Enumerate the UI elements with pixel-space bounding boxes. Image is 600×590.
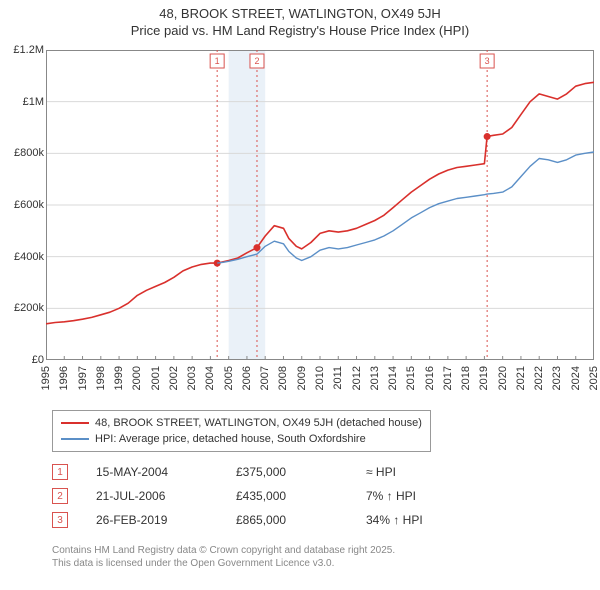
x-axis-tick-label: 2019 [478,366,490,390]
x-axis-tick-label: 2025 [588,366,600,390]
x-axis-tick-label: 2009 [296,366,308,390]
legend-label-price-paid: 48, BROOK STREET, WATLINGTON, OX49 5JH (… [95,417,422,429]
x-axis-tick-label: 2004 [204,366,216,390]
x-axis-tick-label: 2003 [186,366,198,390]
sale-vs-hpi-1: ≈ HPI [366,465,466,479]
x-axis-tick-label: 1997 [77,366,89,390]
x-axis-tick-label: 2008 [277,366,289,390]
legend: 48, BROOK STREET, WATLINGTON, OX49 5JH (… [52,410,431,452]
x-axis-tick-label: 2007 [259,366,271,390]
y-axis-tick-label: £800k [4,147,44,159]
sale-date-3: 26-FEB-2019 [96,513,236,527]
sale-date-1: 15-MAY-2004 [96,465,236,479]
title-line-2: Price paid vs. HM Land Registry's House … [0,23,600,38]
legend-row-price-paid: 48, BROOK STREET, WATLINGTON, OX49 5JH (… [61,415,422,431]
footnote-line-1: Contains HM Land Registry data © Crown c… [52,544,395,557]
y-axis-tick-label: £400k [4,251,44,263]
plot-svg: 1 2 3 [46,50,594,360]
x-axis-tick-label: 2002 [168,366,180,390]
y-axis-tick-label: £0 [4,354,44,366]
sales-table: 1 15-MAY-2004 £375,000 ≈ HPI 2 21-JUL-20… [52,460,466,532]
svg-text:1: 1 [215,56,220,66]
y-axis-tick-label: £1M [4,96,44,108]
legend-label-hpi: HPI: Average price, detached house, Sout… [95,433,366,445]
footnote: Contains HM Land Registry data © Crown c… [52,544,395,570]
x-axis-tick-label: 2023 [551,366,563,390]
x-axis-tick-label: 1998 [95,366,107,390]
x-axis-tick-label: 2017 [442,366,454,390]
title-line-1: 48, BROOK STREET, WATLINGTON, OX49 5JH [0,6,600,21]
sale-price-2: £435,000 [236,489,366,503]
x-axis-tick-label: 2020 [497,366,509,390]
x-axis-tick-label: 2012 [351,366,363,390]
x-axis-tick-label: 2021 [515,366,527,390]
y-axis-tick-label: £200k [4,302,44,314]
x-axis-tick-label: 2014 [387,366,399,390]
x-axis-tick-label: 2016 [424,366,436,390]
sale-badge-2: 2 [52,488,68,504]
legend-swatch-hpi [61,438,89,440]
x-axis-tick-label: 2018 [460,366,472,390]
legend-row-hpi: HPI: Average price, detached house, Sout… [61,431,422,447]
footnote-line-2: This data is licensed under the Open Gov… [52,557,395,570]
chart-area: 1 2 3 [46,50,594,360]
x-axis-tick-label: 1996 [58,366,70,390]
sale-badge-1: 1 [52,464,68,480]
x-axis-tick-label: 2022 [533,366,545,390]
x-axis-tick-label: 2011 [332,366,344,390]
y-axis-tick-label: £1.2M [4,44,44,56]
x-axis-tick-label: 2015 [405,366,417,390]
sale-badge-3: 3 [52,512,68,528]
svg-text:3: 3 [485,56,490,66]
sale-price-3: £865,000 [236,513,366,527]
x-axis-tick-label: 2006 [241,366,253,390]
x-axis-tick-label: 1995 [40,366,52,390]
chart-title-block: 48, BROOK STREET, WATLINGTON, OX49 5JH P… [0,0,600,38]
x-axis-tick-label: 2005 [223,366,235,390]
sale-row-2: 2 21-JUL-2006 £435,000 7% ↑ HPI [52,484,466,508]
sale-price-1: £375,000 [236,465,366,479]
x-axis-tick-label: 2024 [570,366,582,390]
sale-vs-hpi-3: 34% ↑ HPI [366,513,466,527]
sale-vs-hpi-2: 7% ↑ HPI [366,489,466,503]
sale-row-1: 1 15-MAY-2004 £375,000 ≈ HPI [52,460,466,484]
legend-swatch-price-paid [61,422,89,424]
x-axis-tick-label: 2001 [150,366,162,390]
x-axis-tick-label: 1999 [113,366,125,390]
y-axis-tick-label: £600k [4,199,44,211]
x-axis-tick-label: 2010 [314,366,326,390]
svg-text:2: 2 [254,56,259,66]
sale-row-3: 3 26-FEB-2019 £865,000 34% ↑ HPI [52,508,466,532]
x-axis-tick-label: 2013 [369,366,381,390]
x-axis-tick-label: 2000 [131,366,143,390]
sale-date-2: 21-JUL-2006 [96,489,236,503]
